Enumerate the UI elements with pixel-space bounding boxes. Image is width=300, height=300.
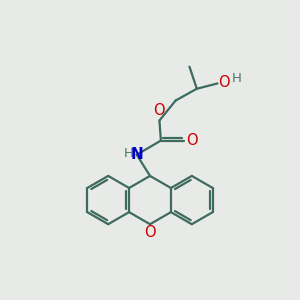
Text: H: H — [123, 147, 133, 160]
Text: N: N — [130, 147, 143, 162]
Text: O: O — [186, 133, 198, 148]
Text: O: O — [153, 103, 165, 118]
Text: O: O — [144, 225, 156, 240]
Text: O: O — [219, 75, 230, 90]
Text: H: H — [232, 72, 242, 85]
